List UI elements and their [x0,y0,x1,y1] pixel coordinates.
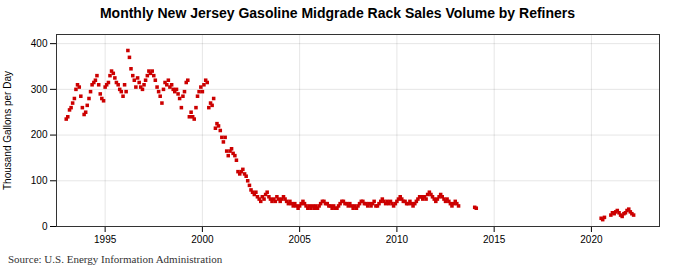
html-text:Monthly New Jersey Gasoline Mi: Monthly New Jersey Gasoline Midgrade Rac… [99,5,576,21]
svg-text:0: 0 [42,221,48,232]
svg-text:200: 200 [31,129,48,140]
svg-text:2005: 2005 [289,234,312,245]
svg-text:2020: 2020 [580,234,603,245]
svg-text:100: 100 [31,175,48,186]
svg-text:400: 400 [31,38,48,49]
svg-text:1995: 1995 [94,234,117,245]
svg-text:2010: 2010 [386,234,409,245]
svg-text:2015: 2015 [483,234,506,245]
html-text:Source: U.S. Energy Informatio: Source: U.S. Energy Information Administ… [8,253,223,265]
svg-text:300: 300 [31,84,48,95]
svg-text:2000: 2000 [191,234,214,245]
svg-text:Thousand Gallons per Day: Thousand Gallons per Day [2,71,13,190]
